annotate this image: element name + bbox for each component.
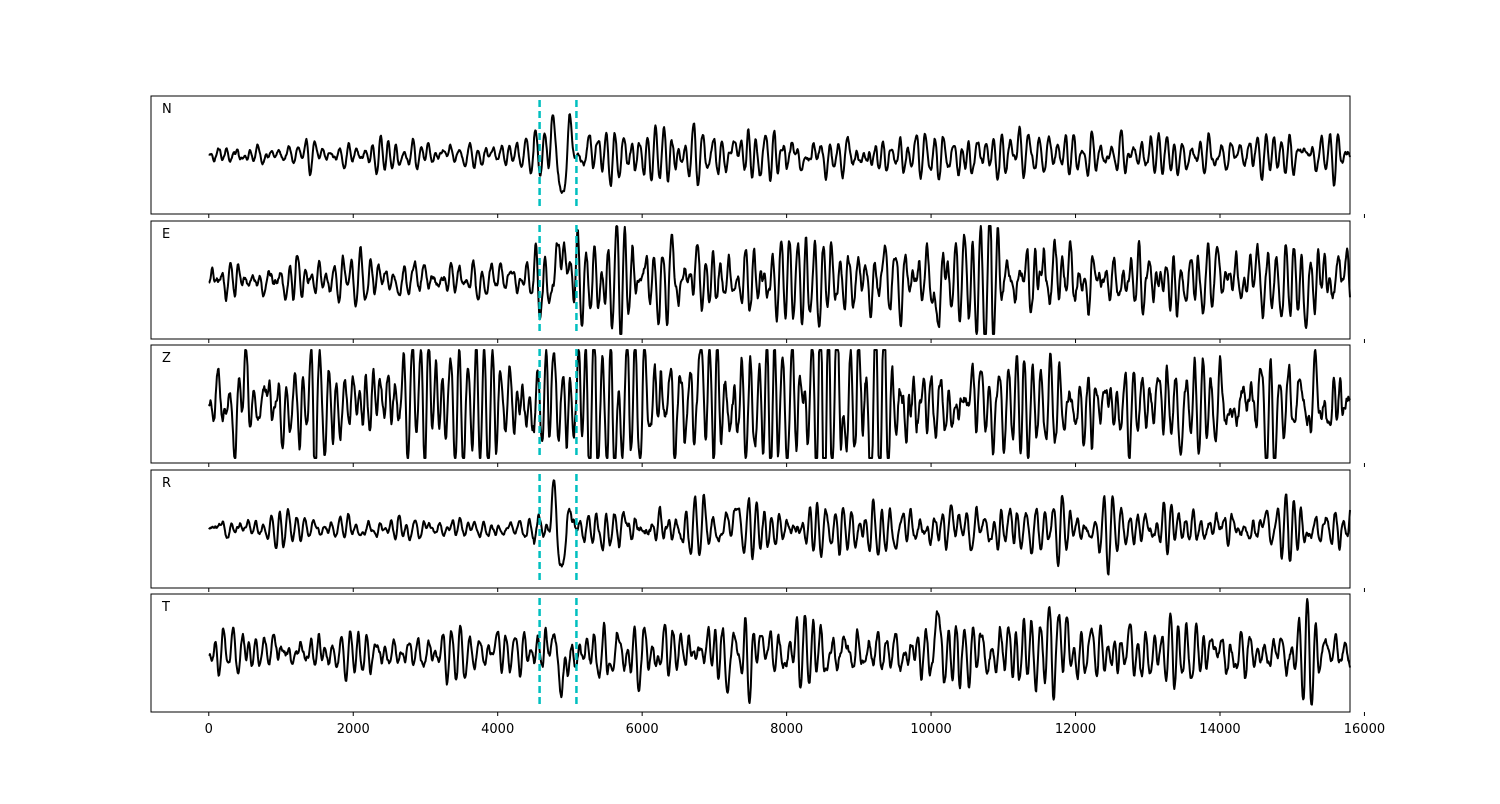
panel-n: N <box>150 95 1365 218</box>
trace-z <box>207 349 1351 459</box>
panel-e: E <box>150 220 1365 343</box>
panel-label: E <box>162 227 170 242</box>
x-axis: 0 2000 4000 6000 8000 10000 12000 14000 16000 <box>205 722 1385 737</box>
x-tick-label: 2000 <box>337 722 370 737</box>
trace-n <box>208 113 1351 194</box>
panel-label: N <box>162 102 172 117</box>
x-tick-label: 8000 <box>770 722 803 737</box>
panels-layer: N E Z R T <box>150 95 1365 716</box>
x-tick-label: 14000 <box>1199 722 1240 737</box>
panel-t: T <box>150 593 1365 716</box>
panel-label: T <box>161 600 170 615</box>
trace-t <box>208 598 1351 706</box>
trace-r <box>208 479 1351 576</box>
panel-frame <box>150 220 1351 340</box>
x-tick-label: 16000 <box>1344 722 1385 737</box>
trace-e <box>208 225 1351 335</box>
panel-z: Z <box>150 344 1365 467</box>
x-tick-label: 0 <box>205 722 213 737</box>
x-tick-label: 10000 <box>910 722 951 737</box>
x-tick-label: 6000 <box>626 722 659 737</box>
x-tick-label: 12000 <box>1055 722 1096 737</box>
panel-r: R <box>150 469 1365 592</box>
panel-label: Z <box>162 351 171 366</box>
x-tick-label: 4000 <box>481 722 514 737</box>
panel-label: R <box>162 476 171 491</box>
